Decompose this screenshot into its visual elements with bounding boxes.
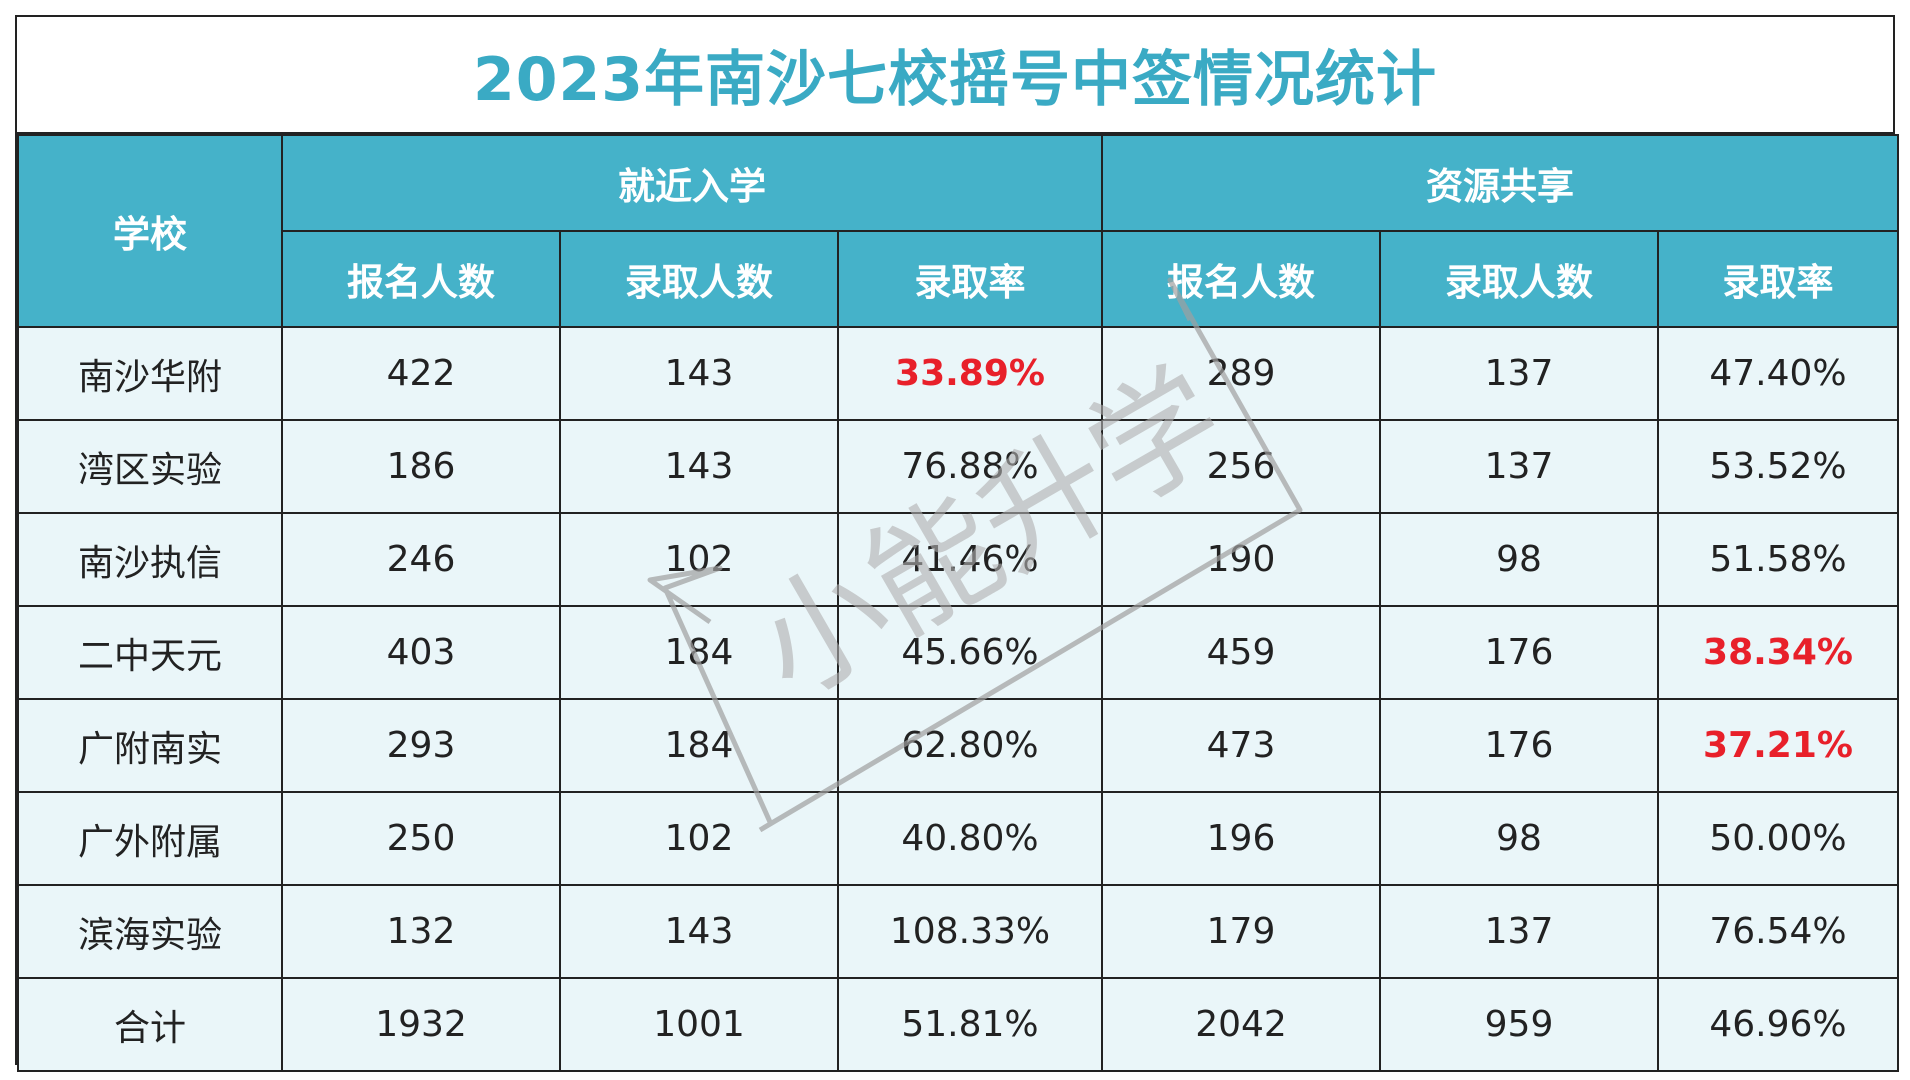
header-school: 学校 [17,134,283,328]
share-apply-cell: 459 [1101,605,1381,700]
share-admit-cell: 98 [1379,791,1659,886]
near-admit-cell: 102 [559,791,839,886]
title-bar: 2023年南沙七校摇号中签情况统计 [17,17,1893,134]
near-apply-cell: 132 [281,884,561,979]
near-admit-cell: 184 [559,698,839,793]
near-rate-cell: 51.81% [837,977,1103,1072]
school-cell: 南沙执信 [17,512,283,607]
share-admit-cell: 176 [1379,698,1659,793]
share-admit-cell: 137 [1379,884,1659,979]
share-admit-cell: 176 [1379,605,1659,700]
header-near-rate: 录取率 [837,230,1103,328]
near-admit-cell: 143 [559,419,839,514]
share-admit-cell: 959 [1379,977,1659,1072]
near-admit-cell: 1001 [559,977,839,1072]
header-row-1: 学校 就近入学 资源共享 [17,134,1899,328]
header-group-near: 就近入学 [281,134,1103,232]
near-apply-cell: 1932 [281,977,561,1072]
near-rate-cell: 40.80% [837,791,1103,886]
share-apply-cell: 196 [1101,791,1381,886]
near-admit-cell: 102 [559,512,839,607]
table-body: 南沙华附 422 143 33.89% 289 137 47.40% 湾区实验 186 143 76… [17,326,1899,1072]
near-admit-cell: 143 [559,884,839,979]
share-rate-cell: 38.34% [1657,605,1899,700]
share-apply-cell: 190 [1101,512,1381,607]
header-share-rate: 录取率 [1657,230,1899,328]
table-row: 南沙华附 422 143 33.89% 289 137 47.40% [17,326,1899,421]
school-cell: 合计 [17,977,283,1072]
near-apply-cell: 186 [281,419,561,514]
share-rate-cell: 76.54% [1657,884,1899,979]
share-admit-cell: 137 [1379,419,1659,514]
near-admit-cell: 184 [559,605,839,700]
table-row: 合计 1932 1001 51.81% 2042 959 46.96% [17,977,1899,1072]
share-rate-cell: 46.96% [1657,977,1899,1072]
table-frame: 2023年南沙七校摇号中签情况统计 学校 就近入学 资源共享 报名人数 录取人数… [15,15,1899,1072]
table-row: 二中天元 403 184 45.66% 459 176 38.34% [17,605,1899,700]
near-rate-cell: 41.46% [837,512,1103,607]
table-row: 广外附属 250 102 40.80% 196 98 50.00% [17,791,1899,886]
share-apply-cell: 289 [1101,326,1381,421]
share-rate-cell: 37.21% [1657,698,1899,793]
share-rate-cell: 53.52% [1657,419,1899,514]
header-near-apply: 报名人数 [281,230,561,328]
near-admit-cell: 143 [559,326,839,421]
share-apply-cell: 473 [1101,698,1381,793]
near-rate-cell: 45.66% [837,605,1103,700]
header-group-share: 资源共享 [1101,134,1899,232]
header-row-2: 报名人数 录取人数 录取率 报名人数 录取人数 录取率 [18,230,1899,328]
share-admit-cell: 137 [1379,326,1659,421]
share-apply-cell: 256 [1101,419,1381,514]
share-admit-cell: 98 [1379,512,1659,607]
school-cell: 滨海实验 [17,884,283,979]
table-header: 学校 就近入学 资源共享 报名人数 录取人数 录取率 报名人数 录取人数 录取率 [17,134,1899,328]
share-apply-cell: 2042 [1101,977,1381,1072]
share-rate-cell: 51.58% [1657,512,1899,607]
school-cell: 广附南实 [17,698,283,793]
share-apply-cell: 179 [1101,884,1381,979]
table-row: 广附南实 293 184 62.80% 473 176 37.21% [17,698,1899,793]
near-rate-cell: 108.33% [837,884,1103,979]
school-cell: 南沙华附 [17,326,283,421]
near-rate-cell: 62.80% [837,698,1103,793]
table-row: 滨海实验 132 143 108.33% 179 137 76.54% [17,884,1899,979]
school-cell: 湾区实验 [17,419,283,514]
admission-table: 学校 就近入学 资源共享 报名人数 录取人数 录取率 报名人数 录取人数 录取率… [17,134,1899,1072]
share-rate-cell: 47.40% [1657,326,1899,421]
table-row: 湾区实验 186 143 76.88% 256 137 53.52% [17,419,1899,514]
near-apply-cell: 250 [281,791,561,886]
page-title: 2023年南沙七校摇号中签情况统计 [473,45,1437,115]
table-row: 南沙执信 246 102 41.46% 190 98 51.58% [17,512,1899,607]
near-apply-cell: 422 [281,326,561,421]
near-apply-cell: 293 [281,698,561,793]
school-cell: 广外附属 [17,791,283,886]
near-rate-cell: 33.89% [837,326,1103,421]
header-share-apply: 报名人数 [1101,230,1381,328]
near-rate-cell: 76.88% [837,419,1103,514]
school-cell: 二中天元 [17,605,283,700]
header-share-admit: 录取人数 [1379,230,1659,328]
share-rate-cell: 50.00% [1657,791,1899,886]
near-apply-cell: 246 [281,512,561,607]
header-near-admit: 录取人数 [559,230,839,328]
near-apply-cell: 403 [281,605,561,700]
